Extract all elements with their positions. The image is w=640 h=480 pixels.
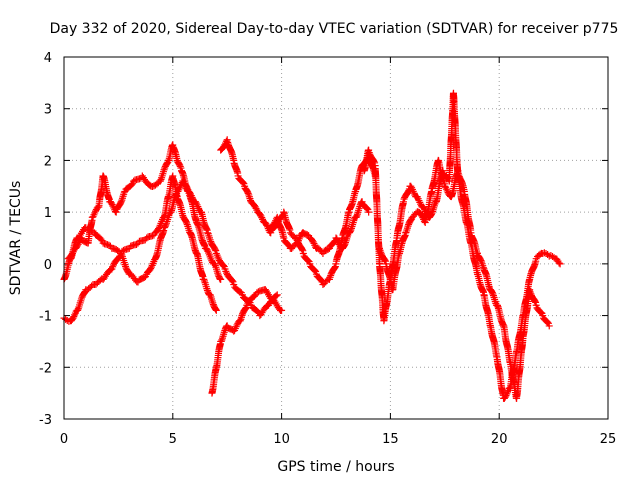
data-point-fill	[443, 187, 451, 195]
data-point-fill	[215, 255, 223, 263]
data-point-fill	[540, 249, 548, 257]
y-tick-label: -1	[39, 310, 52, 325]
data-point-fill	[502, 392, 510, 400]
data-point-fill	[118, 251, 126, 259]
data-point-fill	[296, 233, 304, 241]
y-tick-label: 4	[44, 51, 52, 66]
x-tick-labels: 0 5 10 15 20 25	[60, 432, 616, 447]
y-tick-label: 1	[44, 206, 52, 221]
data-point-fill	[186, 189, 194, 197]
plot-frame	[63, 56, 609, 420]
data-point-fill	[272, 292, 280, 300]
data-point	[545, 322, 553, 330]
data-point-fill	[420, 217, 428, 225]
data-point-fill	[155, 225, 163, 233]
data-point-fill	[555, 259, 563, 267]
data-point	[556, 260, 564, 268]
y-tick-labels: -3 -2 -1 0 1 2 3 4	[39, 51, 52, 428]
data-point-fill	[228, 277, 236, 285]
y-tick-label: 2	[44, 154, 52, 169]
data-point-fill	[74, 306, 82, 314]
y-axis-label: SDTVAR / TECUs	[8, 181, 24, 296]
x-tick-label: 25	[600, 432, 617, 447]
data-point-fill	[68, 249, 76, 257]
data-point	[278, 306, 286, 314]
data-point-fill	[303, 256, 311, 264]
data-point-fill	[334, 239, 342, 247]
data-point-fill	[407, 182, 415, 190]
data-point	[365, 208, 373, 216]
data-point	[212, 306, 220, 314]
data-point	[138, 172, 146, 180]
data-point-fill	[204, 247, 212, 255]
y-tick-label: 0	[44, 258, 52, 273]
x-tick-label: 15	[382, 432, 399, 447]
x-tick-label: 10	[273, 432, 290, 447]
data-point-fill	[537, 309, 545, 317]
data-point-fill	[156, 177, 164, 185]
data-point-fill	[263, 221, 271, 229]
data-points	[60, 89, 564, 402]
data-point-fill	[174, 187, 182, 195]
data-point-fill	[191, 198, 199, 206]
data-point-fill	[122, 263, 130, 271]
data-point-fill	[252, 204, 260, 212]
data-point-fill	[117, 250, 125, 258]
data-point-fill	[107, 199, 115, 207]
data-point-fill	[257, 212, 265, 220]
data-point-fill	[262, 220, 270, 228]
data-point-fill	[262, 287, 270, 295]
data-point-fill	[117, 198, 125, 206]
data-point-fill	[117, 199, 125, 207]
data-point-fill	[77, 295, 85, 303]
data-point-fill	[219, 262, 227, 270]
data-point-fill	[408, 184, 416, 192]
data-point-fill	[251, 203, 259, 211]
data-point	[212, 250, 220, 258]
data-point-fill	[203, 246, 211, 254]
data-point	[217, 275, 225, 283]
data-point-fill	[147, 263, 155, 271]
data-point-fill	[309, 238, 317, 246]
data-point	[273, 291, 281, 299]
data-point-fill	[108, 200, 116, 208]
data-point-fill	[363, 204, 371, 212]
data-point	[204, 229, 212, 237]
data-point-fill	[256, 211, 264, 219]
y-tick-label: -3	[39, 413, 52, 428]
data-point-fill	[69, 314, 77, 322]
data-point-fill	[127, 181, 135, 189]
chart-title: Day 332 of 2020, Sidereal Day-to-day VTE…	[50, 21, 619, 37]
x-tick-label: 20	[491, 432, 508, 447]
x-tick-label: 0	[60, 432, 68, 447]
data-point-fill	[233, 321, 241, 329]
data-point-fill	[186, 190, 194, 198]
data-point-fill	[304, 257, 312, 265]
data-point-fill	[536, 308, 544, 316]
data-point-fill	[250, 292, 258, 300]
data-point-fill	[544, 250, 552, 258]
data-point-fill	[147, 265, 155, 273]
data-point-fill	[308, 236, 316, 244]
data-point-fill	[176, 161, 184, 169]
data-point-fill	[192, 199, 200, 207]
data-point-fill	[73, 242, 81, 250]
data-point-fill	[544, 318, 552, 326]
x-tick-label: 5	[169, 432, 177, 447]
data-point-fill	[68, 251, 76, 259]
data-point-fill	[211, 245, 219, 253]
data-point-fill	[120, 188, 128, 196]
data-point-fill	[92, 207, 100, 215]
data-point-fill	[239, 178, 247, 186]
data-point-fill	[176, 162, 184, 170]
data-point-fill	[97, 235, 105, 243]
data-point-fill	[311, 266, 319, 274]
y-tick-label: -2	[39, 361, 52, 376]
data-point-fill	[501, 393, 509, 401]
data-point-fill	[284, 240, 292, 248]
x-axis-label: GPS time / hours	[277, 459, 394, 475]
y-tick-label: 3	[44, 103, 52, 118]
